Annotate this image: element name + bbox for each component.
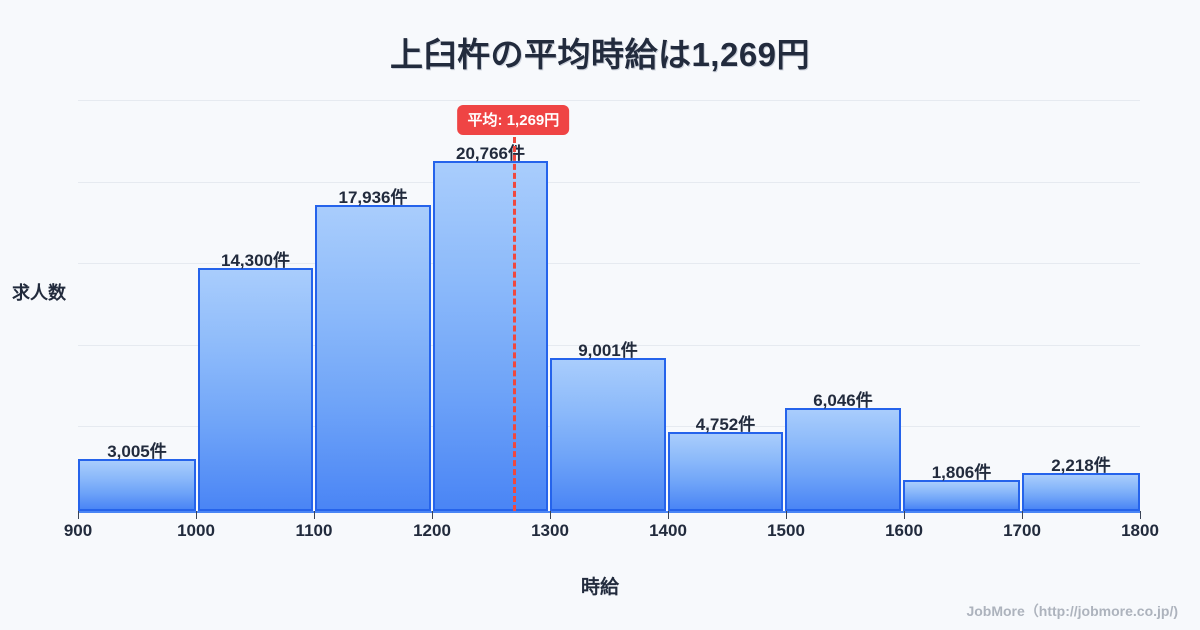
x-tick-label: 1100 [295,521,333,540]
x-tick-label: 1500 [767,521,805,540]
x-tick-label: 1800 [1121,521,1159,540]
x-tick-label: 1000 [177,521,215,540]
x-tick-mark [550,511,551,519]
x-tick-label: 1300 [531,521,569,540]
x-axis-baseline [78,511,1140,513]
x-tick-mark [668,511,669,519]
x-tick-label: 1700 [1003,521,1041,540]
histogram-bar [315,205,431,511]
histogram-bar [903,480,1020,511]
x-tick-label: 1400 [649,521,687,540]
x-tick-mark [786,511,787,519]
histogram-bar [78,459,196,511]
bar-value-label: 2,218件 [1051,456,1111,475]
x-tick-mark [196,511,197,519]
average-badge: 平均: 1,269円 [457,105,570,135]
histogram-bar [550,358,666,511]
bar-value-label: 3,005件 [107,442,167,461]
gridline [78,182,1140,183]
x-tick-label: 1600 [885,521,923,540]
gridline [78,100,1140,101]
histogram-bar [433,161,548,511]
bar-value-label: 4,752件 [695,415,756,434]
x-tick-mark [432,511,433,519]
x-tick-mark [1140,511,1141,519]
x-tick-mark [904,511,905,519]
bar-value-label: 17,936件 [338,188,408,207]
chart-title: 上臼杵の平均時給は1,269円 [389,36,811,73]
histogram-bar [668,432,783,511]
bar-value-label: 14,300件 [221,251,290,270]
x-tick-mark [1022,511,1023,519]
x-axis-title: 時給 [580,577,619,598]
x-tick-mark [78,511,79,519]
x-tick-mark [314,511,315,519]
bar-value-label: 1,806件 [931,463,992,482]
bar-value-label: 9,001件 [578,341,638,360]
histogram-bar [785,408,901,511]
footer-credit: JobMore（http://jobmore.co.jp/) [966,603,1178,619]
bar-value-label: 20,766件 [456,144,525,163]
y-axis-title: 求人数 [12,283,66,303]
x-tick-label: 1200 [413,521,451,540]
gridline [78,263,1140,264]
bar-value-label: 6,046件 [813,391,873,410]
histogram-bar [198,268,313,511]
histogram-bar [1022,473,1140,511]
average-dashed-line [513,128,517,511]
x-tick-label: 900 [63,521,93,540]
gridline [78,345,1140,346]
